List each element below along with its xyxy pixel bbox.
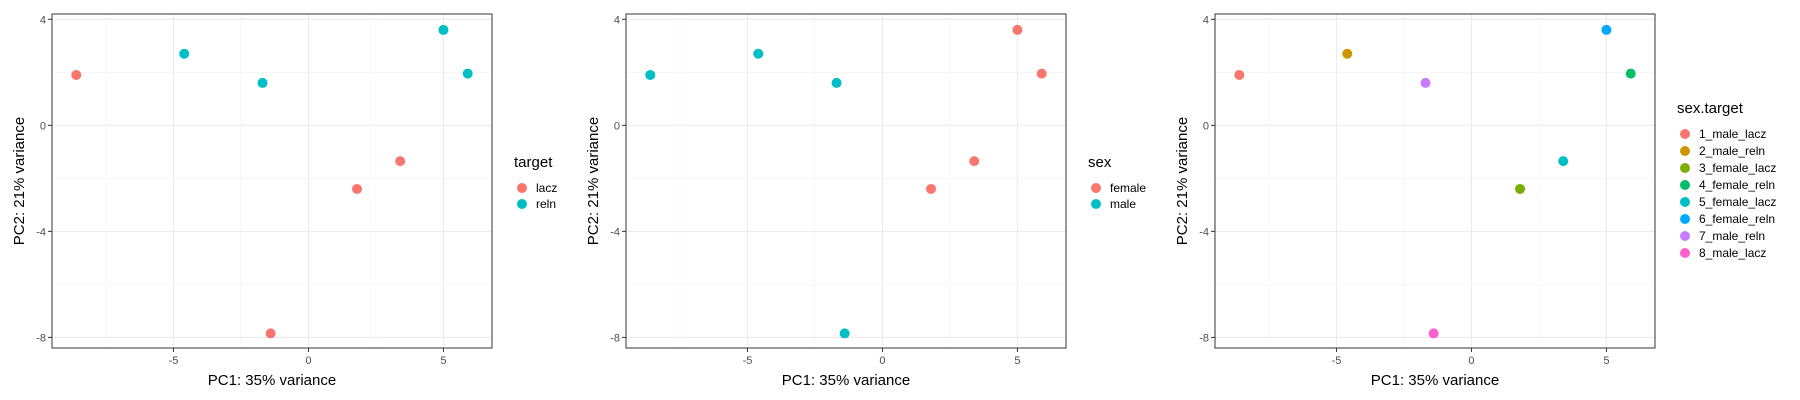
y-tick-label: -8 xyxy=(36,332,46,344)
y-tick-label: -4 xyxy=(610,226,620,238)
legend-key xyxy=(1091,183,1101,193)
legend-key xyxy=(1680,146,1690,156)
x-tick-label: 0 xyxy=(1468,355,1474,367)
plot-border xyxy=(51,13,493,349)
legend-key xyxy=(1680,180,1690,190)
data-point-2-male-reln xyxy=(1342,48,1353,59)
legend: sex female male xyxy=(1088,154,1146,211)
plot-background xyxy=(52,14,492,348)
pca-panel-1: -5 0 5 -8 -4 0 4 PC1: 35% variance PC2: 21% vari… xyxy=(11,13,557,389)
legend-title: sex.target xyxy=(1677,100,1744,117)
y-tick-label: -4 xyxy=(1199,226,1209,238)
y-tick-label: 4 xyxy=(40,14,46,26)
data-point-male xyxy=(831,77,842,88)
x-tick-label: -5 xyxy=(743,355,753,367)
legend-label: 5_female_lacz xyxy=(1699,195,1776,209)
data-point-lacz xyxy=(71,69,82,80)
x-tick-label: -5 xyxy=(169,355,179,367)
legend-label: reln xyxy=(536,197,556,211)
x-tick-label: 5 xyxy=(1603,355,1609,367)
x-axis-title: PC1: 35% variance xyxy=(208,372,336,389)
legend-title: sex xyxy=(1088,154,1112,171)
data-point-reln xyxy=(462,68,473,79)
y-tick-label: 4 xyxy=(1203,14,1209,26)
data-point-male xyxy=(839,328,850,339)
x-tick-label: 5 xyxy=(440,355,446,367)
y-tick-label: -4 xyxy=(36,226,46,238)
y-tick-label: 4 xyxy=(614,14,620,26)
plot-border xyxy=(625,13,1067,349)
x-tick-label: 0 xyxy=(879,355,885,367)
legend-label: female xyxy=(1110,181,1146,195)
data-point-female xyxy=(1036,68,1047,79)
data-point-5-female-lacz xyxy=(1558,156,1569,167)
legend-label: 8_male_lacz xyxy=(1699,246,1766,260)
y-tick-label: -8 xyxy=(1199,332,1209,344)
x-tick-label: -5 xyxy=(1332,355,1342,367)
y-axis-title: PC2: 21% variance xyxy=(585,117,602,245)
data-point-female xyxy=(1012,24,1023,35)
data-point-lacz xyxy=(265,328,276,339)
legend-key xyxy=(1680,231,1690,241)
legend-key xyxy=(1680,163,1690,173)
legend-label: 4_female_reln xyxy=(1699,178,1775,192)
legend-label: 1_male_lacz xyxy=(1699,127,1766,141)
y-tick-label: -8 xyxy=(610,332,620,344)
plot-border xyxy=(1214,13,1656,349)
legend: sex.target 1_male_lacz 2_male_reln 3_female… xyxy=(1677,100,1776,260)
pca-panel-3: -5 0 5 -8 -4 0 4 PC1: 35% variance PC2: 21% vari… xyxy=(1174,13,1776,389)
legend-label: 2_male_reln xyxy=(1699,144,1765,158)
legend-title: target xyxy=(514,154,553,171)
data-point-male xyxy=(753,48,764,59)
plot-background xyxy=(1215,14,1655,348)
legend-label: lacz xyxy=(536,181,557,195)
data-point-female xyxy=(926,183,937,194)
data-point-reln xyxy=(257,77,268,88)
legend-key xyxy=(1680,129,1690,139)
data-point-6-female-reln xyxy=(1601,24,1612,35)
x-axis-title: PC1: 35% variance xyxy=(782,372,910,389)
data-point-4-female-reln xyxy=(1625,68,1636,79)
x-axis-title: PC1: 35% variance xyxy=(1371,372,1499,389)
data-point-male xyxy=(645,69,656,80)
data-point-7-male-reln xyxy=(1420,77,1431,88)
data-point-8-male-lacz xyxy=(1428,328,1439,339)
plot-background xyxy=(626,14,1066,348)
data-point-3-female-lacz xyxy=(1515,183,1526,194)
data-point-lacz xyxy=(352,183,363,194)
data-point-female xyxy=(969,156,980,167)
data-point-reln xyxy=(438,24,449,35)
legend-key xyxy=(1680,214,1690,224)
legend-label: male xyxy=(1110,197,1136,211)
legend-label: 7_male_reln xyxy=(1699,229,1765,243)
legend-label: 6_female_reln xyxy=(1699,212,1775,226)
y-axis-title: PC2: 21% variance xyxy=(1174,117,1191,245)
y-tick-label: 0 xyxy=(40,120,46,132)
x-tick-label: 5 xyxy=(1014,355,1020,367)
legend-key xyxy=(517,199,527,209)
data-point-reln xyxy=(179,48,190,59)
legend-key xyxy=(517,183,527,193)
y-tick-label: 0 xyxy=(1203,120,1209,132)
pca-panel-2: -5 0 5 -8 -4 0 4 PC1: 35% variance PC2: 21% vari… xyxy=(585,13,1146,389)
legend-label: 3_female_lacz xyxy=(1699,161,1776,175)
legend-key xyxy=(1091,199,1101,209)
y-tick-label: 0 xyxy=(614,120,620,132)
legend-key xyxy=(1680,248,1690,258)
legend-key xyxy=(1680,197,1690,207)
y-axis-title: PC2: 21% variance xyxy=(11,117,28,245)
data-point-lacz xyxy=(395,156,406,167)
x-tick-label: 0 xyxy=(305,355,311,367)
legend: target lacz reln xyxy=(514,154,557,211)
data-point-1-male-lacz xyxy=(1234,69,1245,80)
